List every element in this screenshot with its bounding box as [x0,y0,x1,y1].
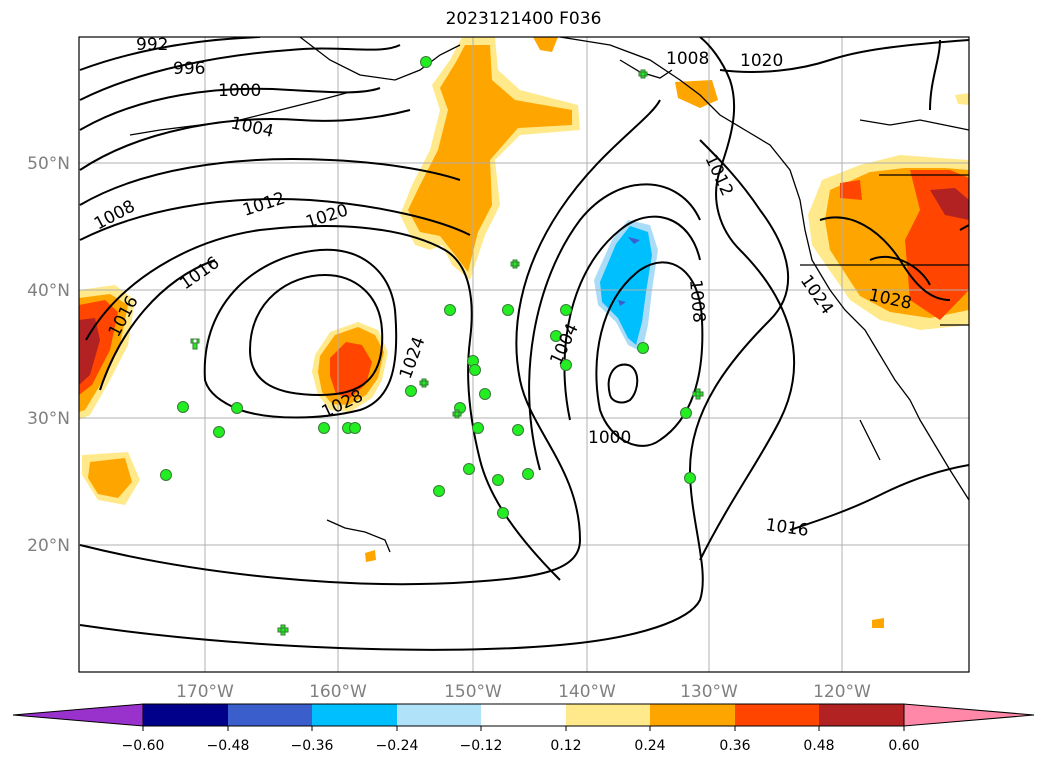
lon-tick-label: 150°W [444,682,502,702]
colorbar-tick-label: −0.12 [460,738,503,754]
map-panel [79,37,969,672]
colorbar-tick-label: 0.12 [550,738,581,754]
map-border [78,36,970,673]
colorbar-tick-label: −0.24 [376,738,419,754]
map-title: 2023121400 F036 [445,9,602,29]
contour-label: 1020 [740,51,783,71]
colorbar-segment [819,704,904,726]
colorbar-frame [142,703,905,727]
contour-label: 996 [173,59,205,79]
lat-tick-label: 40°N [27,281,70,301]
colorbar-segment [228,704,312,726]
graticule [79,37,969,672]
colorbar-tick-label: −0.36 [291,738,334,754]
contour-label: 1000 [218,81,261,101]
colorbar-segment [143,704,228,726]
colorbar-segment [397,704,481,726]
colorbar-extend-right [903,703,1035,727]
lon-tick-label: 140°W [558,682,616,702]
isobars [79,37,969,651]
lon-tick-label: 130°W [680,682,738,702]
anomaly-fill-layer [79,37,969,628]
contour-label: 992 [136,35,168,55]
colorbar-segment [566,704,650,726]
colorbar: −0.60 −0.48 −0.36 −0.24 −0.12 0.12 0.24 … [12,703,1035,754]
colorbar-extend-left [12,703,144,727]
lat-tick-label: 30°N [27,409,70,429]
station-markers [160,56,704,636]
lat-axis: 50°N 40°N 30°N 20°N [27,154,70,556]
lon-axis: 170°W 160°W 150°W 140°W 130°W 120°W [176,682,871,702]
colorbar-segment [481,704,566,726]
contour-label: 1008 [685,279,709,324]
colorbar-segment [312,704,397,726]
coastlines [129,37,969,553]
lon-tick-label: 120°W [813,682,871,702]
anomaly-region-gulf-alaska-core [408,45,572,272]
colorbar-segment [650,704,735,726]
lon-tick-label: 170°W [176,682,234,702]
colorbar-tick-label: 0.60 [888,738,919,754]
colorbar-tick-label: −0.60 [122,738,165,754]
colorbar-tick-label: −0.48 [207,738,250,754]
colorbar-segment [735,704,819,726]
contour-label: 1008 [666,49,709,69]
lat-tick-label: 50°N [27,154,70,174]
colorbar-tick-label: 0.24 [634,738,665,754]
colorbar-tick-label: 0.36 [719,738,750,754]
colorbar-tick-label: 0.48 [803,738,834,754]
contour-label: 1000 [588,428,631,448]
lat-tick-label: 20°N [27,536,70,556]
lon-tick-label: 160°W [309,682,367,702]
